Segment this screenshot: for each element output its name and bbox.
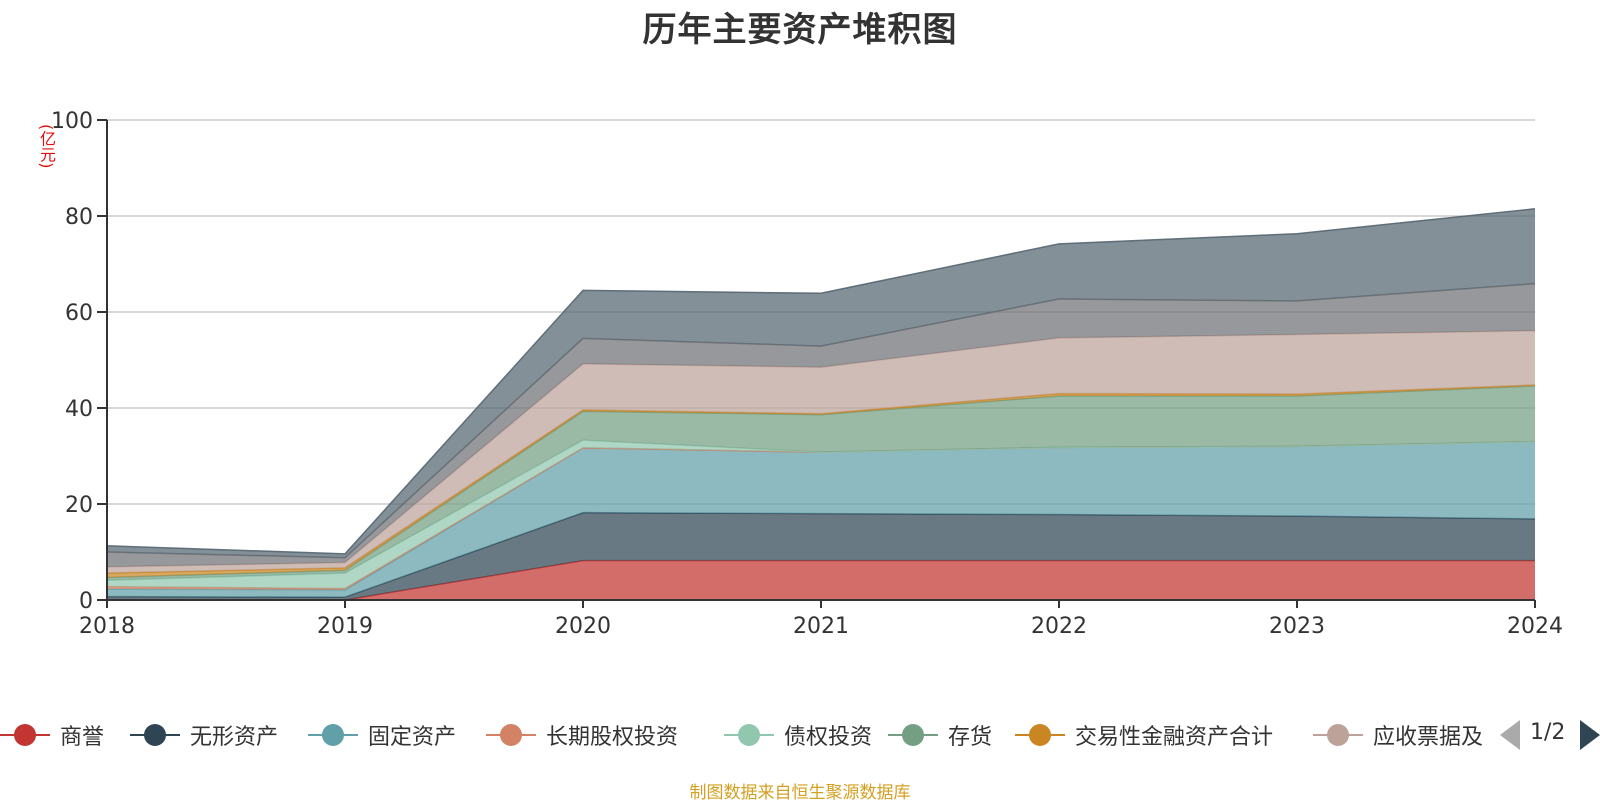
legend-item-5[interactable]: 存货 xyxy=(888,718,992,752)
pager-next-icon[interactable] xyxy=(1580,720,1600,750)
y-axis-unit-label: (亿元) xyxy=(37,123,56,169)
area-series-9 xyxy=(107,208,1535,558)
y-tick-label-0: 0 xyxy=(79,589,93,614)
legend-item-7[interactable]: 应收票据及 xyxy=(1313,718,1483,752)
legend-marker-icon xyxy=(0,718,50,752)
legend-label: 交易性金融资产合计 xyxy=(1075,725,1274,750)
legend-label: 长期股权投资 xyxy=(546,725,679,750)
legend-label: 应收票据及 xyxy=(1373,725,1484,750)
legend-label: 固定资产 xyxy=(368,725,457,750)
area-series-7 xyxy=(107,330,1535,574)
x-tick-label-6: 2024 xyxy=(1507,614,1563,639)
y-tick-label-5: 100 xyxy=(51,109,93,134)
area-series-8 xyxy=(107,283,1535,567)
legend-label: 债权投资 xyxy=(784,725,873,750)
area-series-2 xyxy=(107,441,1535,598)
legend-item-2[interactable]: 固定资产 xyxy=(308,718,456,752)
legend-marker-icon xyxy=(1015,718,1065,752)
legend-item-6[interactable]: 交易性金融资产合计 xyxy=(1015,718,1273,752)
legend-marker-icon xyxy=(308,718,358,752)
area-series-1 xyxy=(107,512,1535,600)
x-tick-label-4: 2022 xyxy=(1031,614,1087,639)
legend-marker-icon xyxy=(486,718,536,752)
legend-label: 存货 xyxy=(948,725,993,750)
legend-label: 商誉 xyxy=(60,725,105,750)
legend-item-4[interactable]: 债权投资 xyxy=(724,718,872,752)
area-series-0 xyxy=(107,560,1535,600)
pager-prev-icon[interactable] xyxy=(1500,720,1520,750)
y-tick-label-4: 80 xyxy=(65,205,93,230)
area-series-line-9 xyxy=(106,208,1536,555)
x-tick-label-1: 2019 xyxy=(317,614,373,639)
legend-marker-icon xyxy=(888,718,938,752)
area-series xyxy=(106,208,1536,601)
x-tick-label-0: 2018 xyxy=(79,614,135,639)
x-tick-label-5: 2023 xyxy=(1269,614,1325,639)
source-note: 制图数据来自恒生聚源数据库 xyxy=(689,783,911,803)
chart-title: 历年主要资产堆积图 xyxy=(642,10,958,50)
area-series-5 xyxy=(107,385,1535,581)
axes: 0 20 40 60 80 100 2018 2019 2020 2021 2022 2023 2024 xyxy=(51,109,1563,639)
legend-marker-icon xyxy=(724,718,774,752)
legend-item-0[interactable]: 商誉 xyxy=(0,718,104,752)
legend-label: 无形资产 xyxy=(190,725,279,750)
legend-marker-icon xyxy=(1313,718,1363,752)
pager-text: 1/2 xyxy=(1530,720,1566,745)
legend-marker-icon xyxy=(130,718,180,752)
y-tick-label-1: 20 xyxy=(65,493,93,518)
legend-pager: 1/2 xyxy=(1500,716,1600,754)
y-tick-label-2: 40 xyxy=(65,397,93,422)
x-tick-label-3: 2021 xyxy=(793,614,849,639)
legend-item-3[interactable]: 长期股权投资 xyxy=(486,718,678,752)
legend: 商誉 无形资产 固定资产 长期股权投资 债权投资 存货 交易性金融资产合计 应收票据及 xyxy=(0,718,1490,752)
y-tick-label-3: 60 xyxy=(65,301,93,326)
x-tick-label-2: 2020 xyxy=(555,614,611,639)
legend-item-1[interactable]: 无形资产 xyxy=(130,718,278,752)
